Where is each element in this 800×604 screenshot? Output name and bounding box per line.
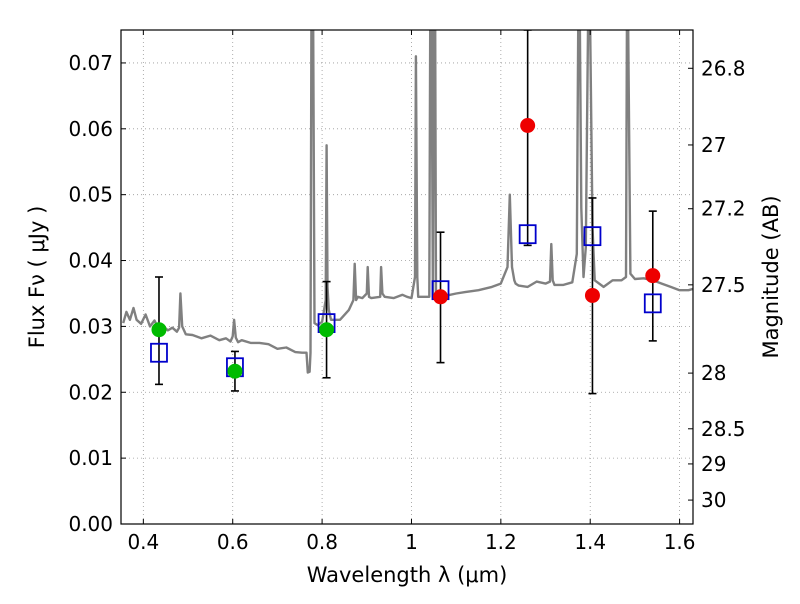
y2-tick-label: 28.5 <box>701 417 746 441</box>
y2-tick-label: 28 <box>701 361 726 385</box>
y2-tick-label: 27.5 <box>701 273 746 297</box>
y-axis-label: Flux Fν ( μJy ) <box>25 206 49 349</box>
x-tick-label: 1 <box>405 530 418 554</box>
red-point-marker <box>433 289 449 305</box>
y-tick-label: 0.06 <box>68 117 113 141</box>
x-tick-label: 1.4 <box>574 530 606 554</box>
y2-tick-label: 26.8 <box>701 56 746 80</box>
y2-tick-label: 30 <box>701 488 726 512</box>
x-tick-label: 0.8 <box>306 530 338 554</box>
y2-tick-label: 29 <box>701 452 726 476</box>
y-tick-label: 0.00 <box>68 512 113 536</box>
x-tick-label: 0.6 <box>217 530 249 554</box>
y2-axis-label: Magnitude (AB) <box>759 195 783 358</box>
y-tick-label: 0.01 <box>68 446 113 470</box>
red-point-marker <box>584 287 600 303</box>
model-box-marker <box>583 226 602 247</box>
green-point-marker <box>319 322 335 338</box>
model-box-marker <box>150 342 168 363</box>
y-tick-label: 0.03 <box>68 314 113 338</box>
y2-tick-label: 27.2 <box>701 197 746 221</box>
x-axis-label: Wavelength λ (μm) <box>307 563 508 587</box>
y-tick-label: 0.02 <box>68 380 113 404</box>
y-tick-label: 0.07 <box>68 51 113 75</box>
green-point-marker <box>227 363 243 379</box>
red-point-marker <box>645 268 661 284</box>
model-box-marker <box>518 224 537 245</box>
x-tick-label: 1.2 <box>485 530 517 554</box>
red-point-marker <box>520 118 536 134</box>
spectrum-line <box>122 30 693 374</box>
y-tick-label: 0.05 <box>68 183 113 207</box>
x-tick-label: 0.4 <box>127 530 159 554</box>
model-box-marker <box>643 293 662 314</box>
y-tick-label: 0.04 <box>68 249 113 273</box>
points-layer <box>151 118 661 379</box>
plot-frame <box>120 29 694 525</box>
y2-tick-label: 27 <box>701 133 726 157</box>
x-tick-label: 1.6 <box>664 530 696 554</box>
spectrum-layer <box>122 30 693 374</box>
green-point-marker <box>151 322 167 338</box>
plot-background <box>121 30 693 524</box>
ticks-layer: 0.4 0.6 0.8 1 1.2 1.4 1.6 0.00 0.01 0.02 0.03 0.04 0… <box>68 30 746 554</box>
